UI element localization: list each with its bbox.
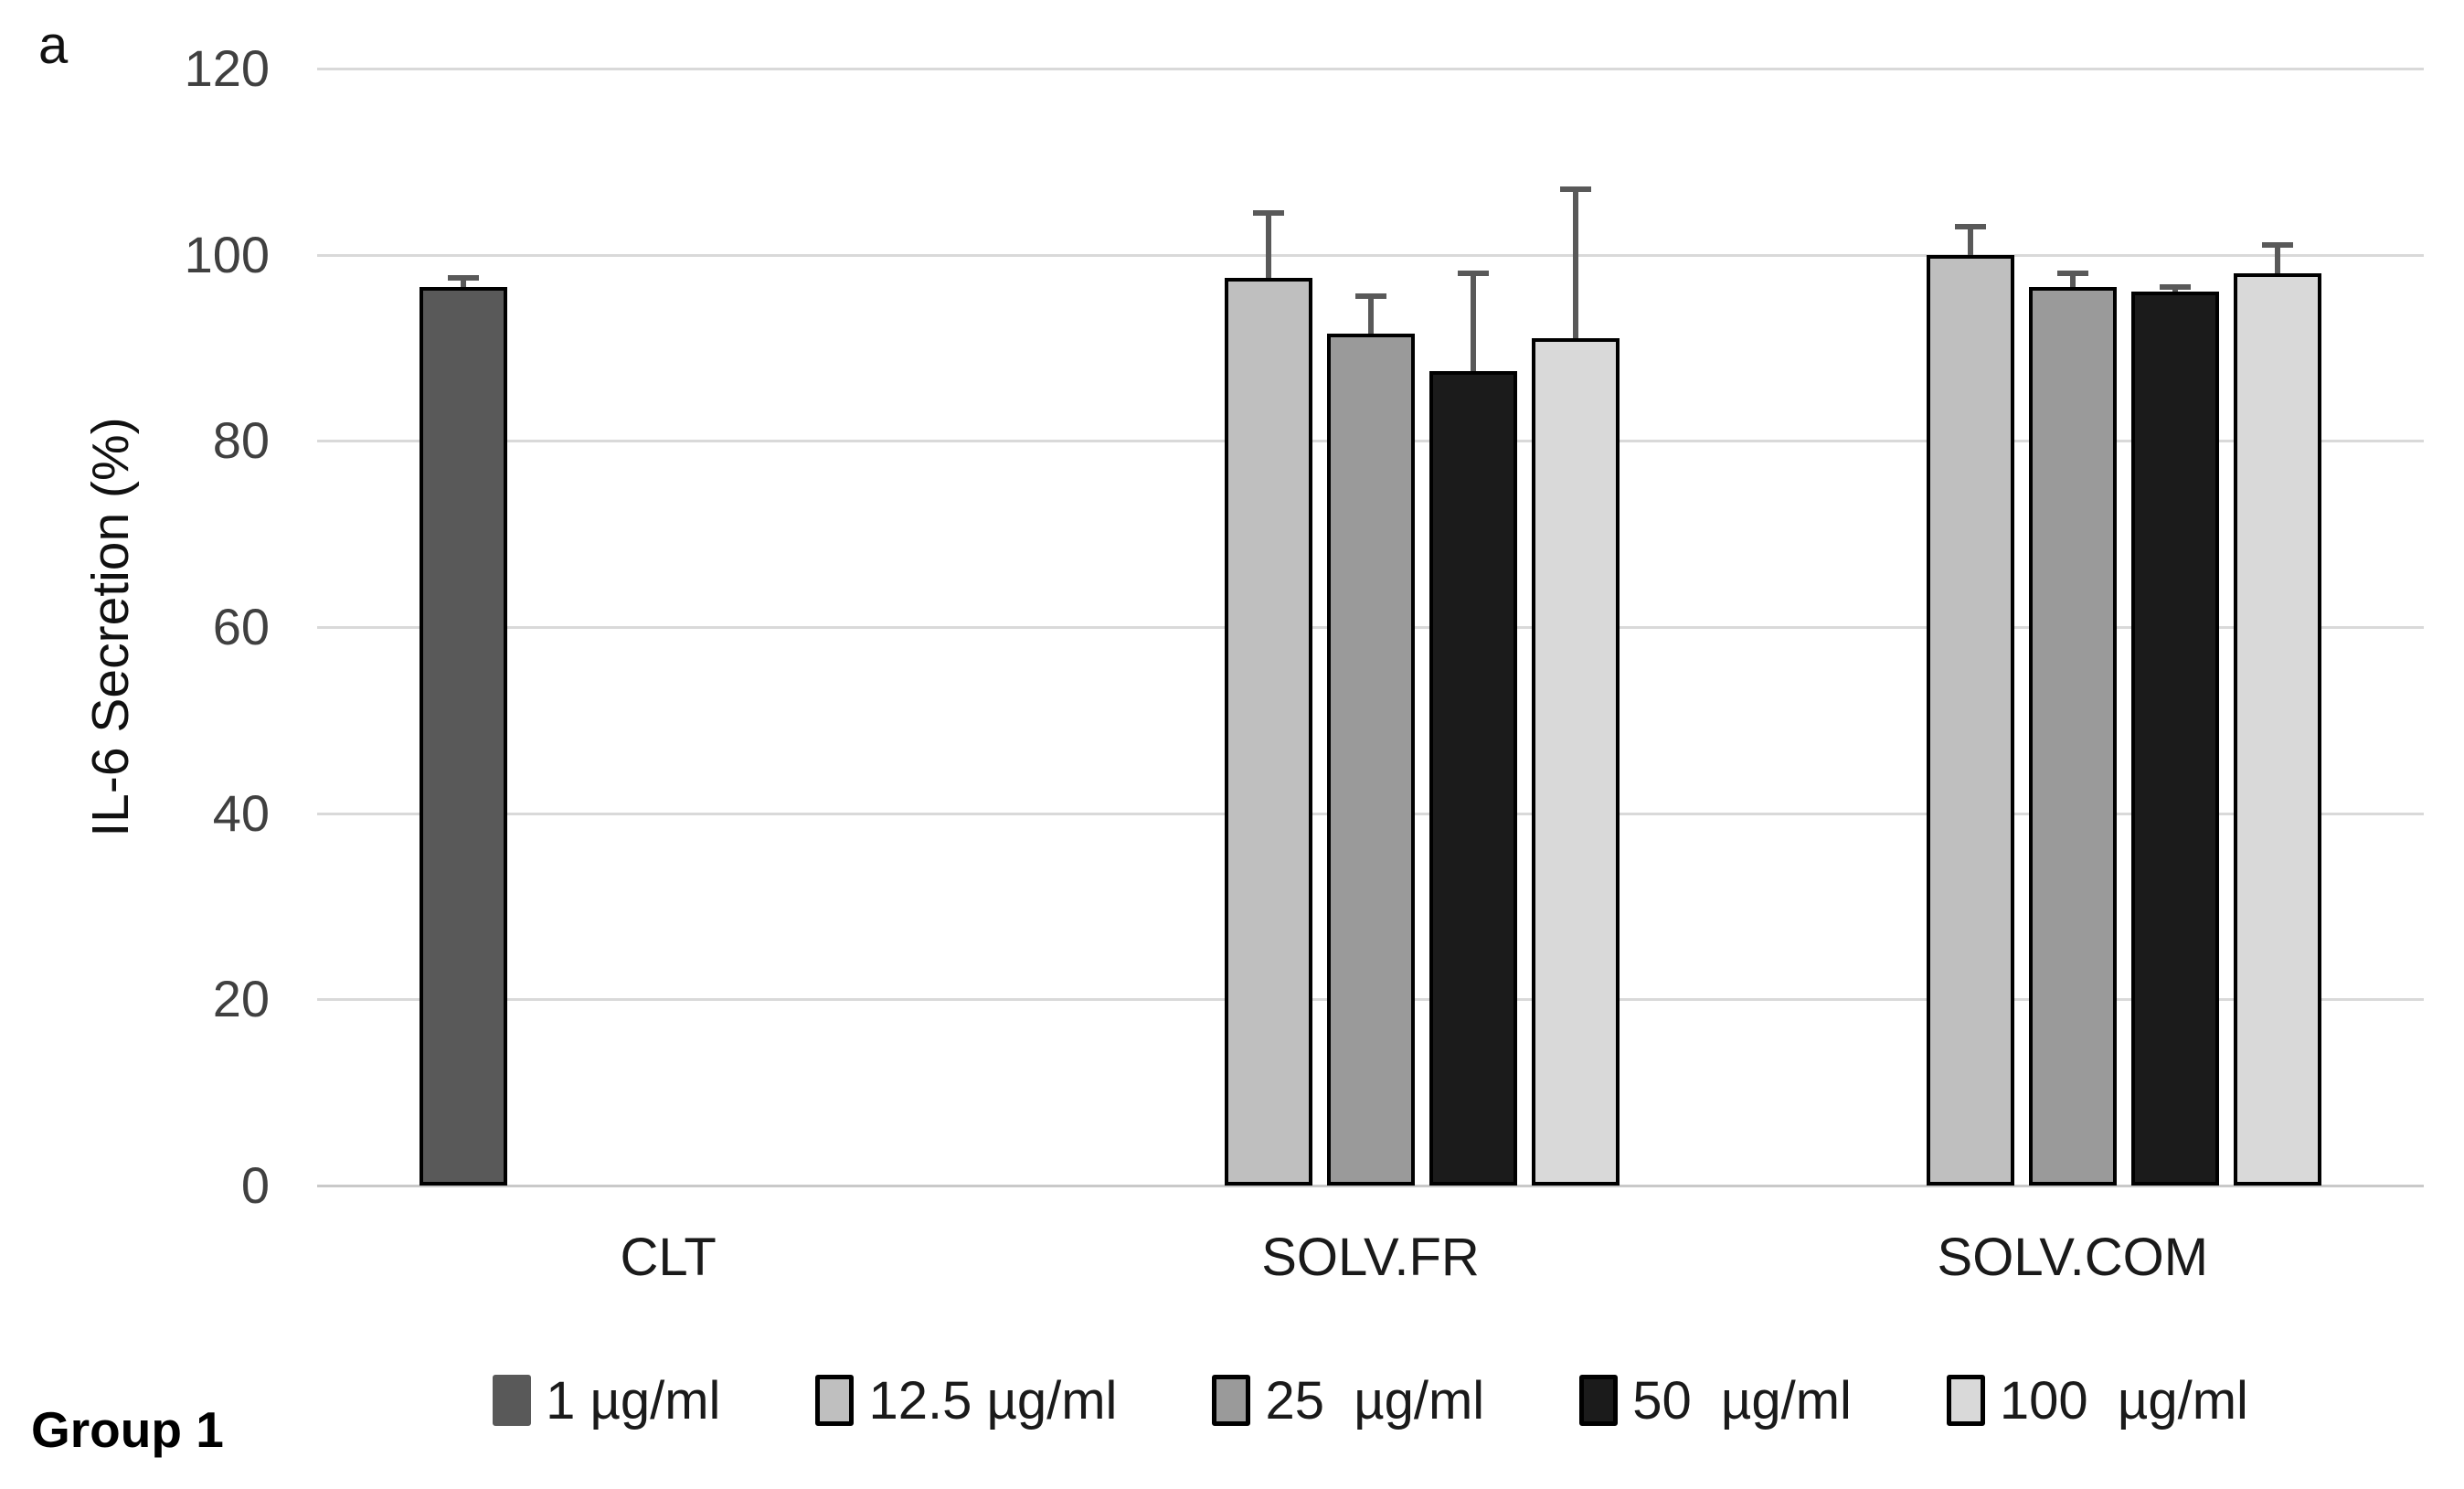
legend-swatch — [1579, 1375, 1619, 1426]
error-bar-cap — [1954, 224, 1986, 230]
bar — [1926, 254, 2014, 1186]
legend-swatch — [815, 1375, 855, 1426]
error-bar-stem — [2069, 273, 2076, 288]
legend-item: 25 µg/ml — [1212, 1370, 1484, 1431]
legend-item: 100 µg/ml — [1946, 1370, 2248, 1431]
group-label: Group 1 — [31, 1401, 224, 1458]
error-bar-stem — [1572, 189, 1578, 339]
bar — [1224, 278, 1312, 1186]
error-bar-stem — [1470, 273, 1476, 371]
legend-label: 12.5 µg/ml — [868, 1370, 1118, 1431]
y-tick-label: 80 — [212, 411, 270, 470]
legend-swatch — [1946, 1375, 1985, 1426]
bar — [2028, 287, 2117, 1186]
legend-item: 1 µg/ml — [493, 1370, 720, 1431]
y-tick-label: 120 — [184, 39, 270, 97]
bar — [420, 287, 508, 1186]
legend: 1 µg/ml 12.5 µg/ml 25 µg/ml 50 µg/ml 100 µg/… — [317, 1367, 2424, 1433]
error-bar-stem — [1367, 296, 1374, 335]
error-bar-stem — [2274, 245, 2280, 274]
panel-label: a — [38, 16, 69, 75]
error-bar-stem — [461, 278, 467, 288]
error-bar-stem — [1265, 212, 1271, 279]
error-bar-cap — [2159, 284, 2191, 291]
y-tick-label: 40 — [212, 783, 270, 842]
x-axis-line — [317, 1185, 2424, 1187]
plot-area — [317, 68, 2424, 1187]
bar — [1428, 370, 1517, 1186]
legend-label: 25 µg/ml — [1265, 1370, 1485, 1431]
bar — [2233, 273, 2321, 1186]
legend-swatch — [1212, 1375, 1251, 1426]
bar — [1531, 338, 1620, 1186]
error-bar-cap — [1559, 186, 1591, 193]
x-category-label: CLT — [620, 1228, 717, 1287]
error-bar-cap — [2261, 242, 2293, 249]
legend-label: 100 µg/ml — [1999, 1370, 2248, 1431]
legend-item: 12.5 µg/ml — [815, 1370, 1117, 1431]
legend-label: 50 µg/ml — [1632, 1370, 1852, 1431]
y-tick-label: 20 — [212, 970, 270, 1028]
error-bar-cap — [1354, 293, 1386, 300]
x-category-label: SOLV.FR — [1261, 1228, 1480, 1287]
gridline — [317, 68, 2424, 70]
error-bar-stem — [1967, 227, 1973, 255]
legend-item: 50 µg/ml — [1579, 1370, 1852, 1431]
legend-label: 1 µg/ml — [546, 1370, 721, 1431]
bar — [2130, 292, 2219, 1186]
gridline — [317, 253, 2424, 257]
y-tick-label: 0 — [240, 1156, 270, 1214]
y-tick-label: 60 — [212, 598, 270, 655]
y-tick-label: 100 — [184, 225, 270, 283]
error-bar-cap — [448, 275, 480, 282]
bar — [1326, 334, 1415, 1186]
error-bar-cap — [1457, 271, 1489, 277]
error-bar-cap — [1252, 209, 1284, 216]
error-bar-cap — [2056, 271, 2088, 277]
legend-swatch — [493, 1375, 532, 1426]
x-category-label: SOLV.COM — [1937, 1228, 2209, 1287]
